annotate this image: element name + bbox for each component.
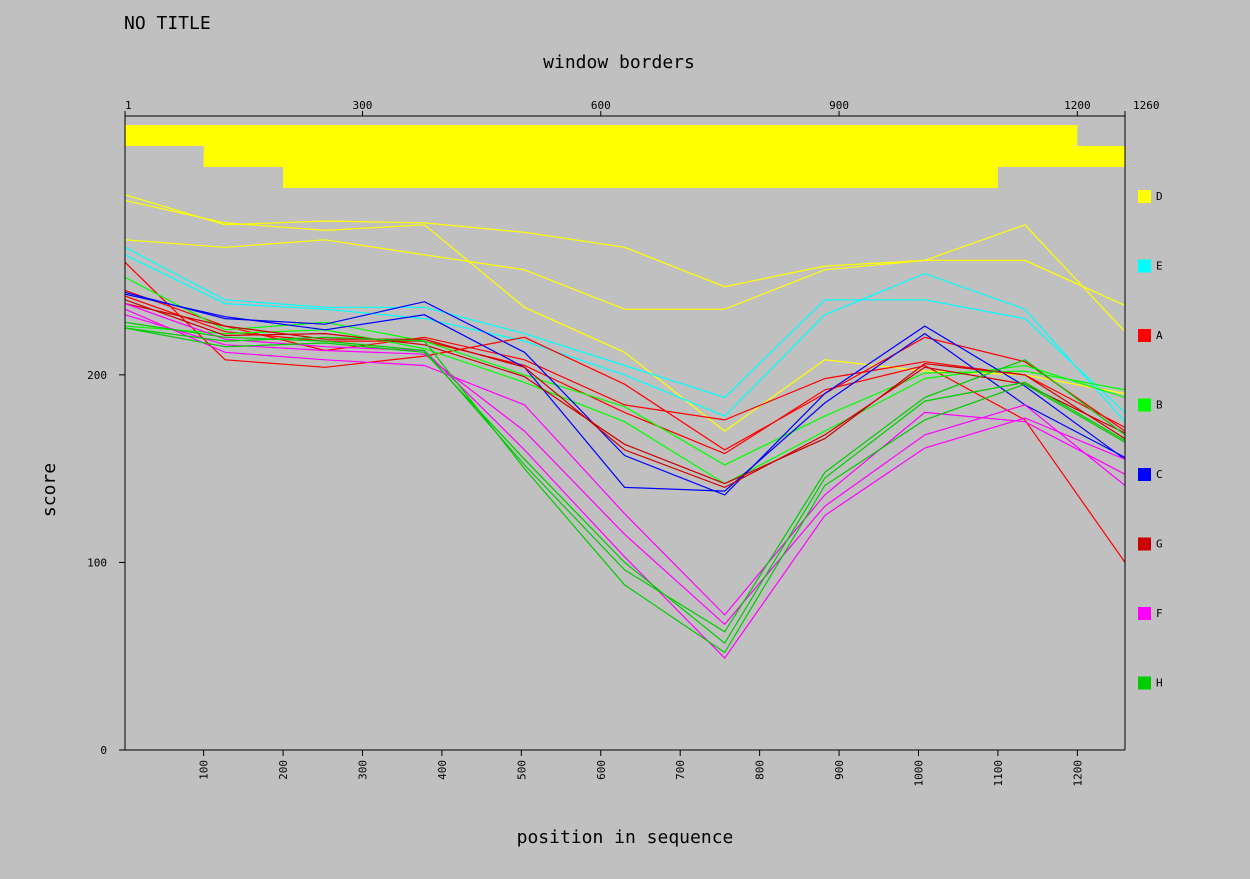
series-line-a	[124, 289, 1126, 428]
series-line-d	[124, 224, 1126, 333]
window-borders-label: window borders	[543, 52, 695, 73]
y-tick-label: 200	[87, 369, 107, 382]
y-tick-label: 100	[87, 556, 107, 569]
window-border-bar	[203, 146, 1125, 167]
x-tick-label: 300	[356, 760, 369, 780]
x-tick-label: 100	[198, 760, 211, 780]
top-tick-label: 1	[125, 99, 132, 112]
top-tick-label: 600	[591, 99, 611, 112]
window-border-bar	[125, 125, 1078, 146]
y-axis-label: score	[39, 463, 60, 517]
series-line-b	[124, 276, 1126, 466]
series-line-f	[124, 314, 1126, 626]
legend-swatch	[1138, 607, 1151, 620]
series-line-b	[124, 325, 1126, 485]
legend-label: E	[1156, 260, 1163, 273]
window-border-bars	[125, 125, 1125, 188]
series-line-a	[124, 295, 1126, 563]
legend-label: G	[1156, 538, 1163, 551]
legend-swatch	[1138, 537, 1151, 551]
legend-label: H	[1156, 677, 1163, 690]
axes: 100 200 300 400 500 600 700 800 900 1000 1100 12000…	[87, 99, 1159, 787]
series-line-h	[124, 327, 1126, 644]
y-tick-label: 0	[100, 744, 107, 757]
x-tick-label: 500	[515, 760, 528, 780]
series-line-c	[124, 291, 1126, 496]
window-border-bar	[283, 167, 998, 188]
x-tick-label: 200	[277, 760, 290, 780]
series-line-h	[124, 327, 1126, 654]
chart-title: NO TITLE	[124, 13, 211, 34]
x-tick-label: 1100	[992, 760, 1005, 787]
legend-swatch	[1138, 190, 1151, 203]
x-tick-label: 800	[754, 760, 767, 780]
legend-swatch	[1138, 329, 1151, 342]
legend-swatch	[1138, 468, 1151, 481]
x-axis-label: position in sequence	[517, 827, 734, 848]
top-tick-label: 900	[829, 99, 849, 112]
legend-label: F	[1156, 607, 1163, 620]
top-tick-label: 1260	[1133, 99, 1160, 112]
x-tick-label: 700	[674, 760, 687, 780]
legend-label: C	[1156, 468, 1163, 481]
series-line-c	[124, 293, 1126, 492]
x-tick-label: 400	[436, 760, 449, 780]
x-tick-label: 600	[595, 760, 608, 780]
series-line-d	[124, 194, 1126, 306]
series-line-f	[124, 308, 1126, 616]
series-line-d	[124, 199, 1126, 432]
series-line-e	[124, 246, 1126, 413]
x-tick-label: 1200	[1071, 760, 1084, 787]
x-tick-label: 1000	[912, 760, 925, 787]
legend-swatch	[1138, 676, 1151, 690]
series-line-h	[124, 321, 1126, 633]
top-tick-label: 1200	[1064, 99, 1091, 112]
series-lines	[124, 194, 1126, 660]
series-line-e	[124, 254, 1126, 423]
legend-swatch	[1138, 398, 1151, 412]
legend-label: D	[1156, 190, 1163, 203]
series-line-g	[124, 303, 1126, 489]
x-tick-label: 900	[833, 760, 846, 780]
legend-label: B	[1156, 399, 1163, 412]
legend: D E A B C G F H	[1138, 190, 1163, 690]
legend-label: A	[1156, 329, 1163, 342]
top-tick-label: 300	[353, 99, 373, 112]
legend-swatch	[1138, 259, 1151, 273]
